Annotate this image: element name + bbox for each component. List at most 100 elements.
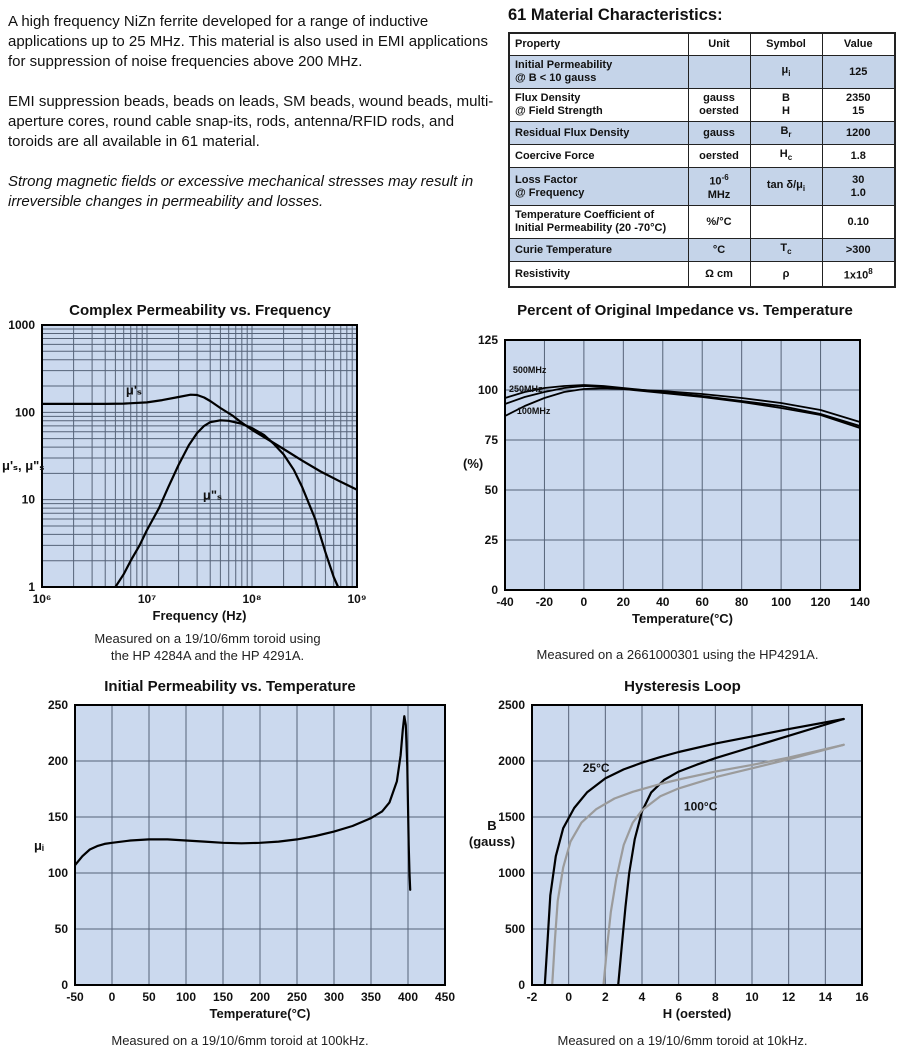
x-tick-label: 14 xyxy=(819,990,833,1004)
plot-area xyxy=(505,340,860,590)
property-cell: Coercive Force xyxy=(508,144,689,169)
property-cell: Residual Flux Density xyxy=(508,120,689,146)
symbol-cell: Tc xyxy=(749,238,823,263)
unit-cell: Ω cm xyxy=(687,261,751,288)
impedance-vs-temperature-chart: 500MHz 250MHz 100MHz -40 -20 0 20 40 60 80 100 120 1… xyxy=(463,333,870,626)
series-500MHz xyxy=(504,384,861,427)
unit-cell: °C xyxy=(687,238,751,263)
plot-frame xyxy=(41,324,358,588)
property-cell: Flux Density @ Field Strength xyxy=(508,88,689,122)
x-tick-label: 20 xyxy=(617,595,631,609)
symbol-cell: tan δ/μi xyxy=(749,167,823,207)
x-tick-label: -2 xyxy=(527,990,538,1004)
curve-label: 250MHz xyxy=(509,384,543,394)
y-tick-label: 150 xyxy=(48,810,68,824)
x-tick-label: 8 xyxy=(712,990,719,1004)
x-tick-label: 6 xyxy=(675,990,682,1004)
chart-caption-impedance-vs-temperature: Measured on a 2661000301 using the HP429… xyxy=(536,647,819,662)
plot-area xyxy=(42,325,357,587)
value-cell: 1200 xyxy=(821,120,896,146)
complex-permeability-chart: μ'ₛ μ"ₛ 10⁶ 10⁷ 10⁸ 10⁹ 1 10 100 1000 Frequency (H… xyxy=(2,320,367,623)
x-tick-label: 10 xyxy=(745,990,759,1004)
x-tick-label: 120 xyxy=(811,595,831,609)
value-cell: >300 xyxy=(821,238,896,263)
unit-cell: oersted xyxy=(687,144,751,169)
x-tick-label: 16 xyxy=(855,990,869,1004)
curve-label: μ'ₛ xyxy=(126,383,142,398)
plot-frame xyxy=(74,704,446,986)
table-row: Flux Density @ Field Strength gauss oersted… xyxy=(508,88,896,122)
unit-cell xyxy=(687,55,751,89)
x-tick-label: 140 xyxy=(850,595,870,609)
y-tick-label: 0 xyxy=(518,978,525,992)
x-tick-label: -20 xyxy=(536,595,554,609)
curve-label: 25°C xyxy=(583,761,610,775)
symbol-cell: μi xyxy=(749,55,823,89)
intro-paragraph-1: A high frequency NiZn ferrite developed … xyxy=(8,13,488,70)
x-axis-label: Temperature(°C) xyxy=(209,1006,310,1021)
x-tick-label: 400 xyxy=(398,990,418,1004)
chart-title-initial-permeability: Initial Permeability vs. Temperature xyxy=(104,678,356,695)
y-axis-label: (%) xyxy=(463,456,483,471)
value-cell: 30 1.0 xyxy=(821,167,896,207)
y-axis-label: μ'ₛ, μ"ₛ xyxy=(2,458,44,473)
y-tick-label: 100 xyxy=(48,866,68,880)
x-tick-label: 100 xyxy=(771,595,791,609)
table-body: Initial Permeability @ B < 10 gauss μi 125 F… xyxy=(508,55,896,288)
x-tick-label: 150 xyxy=(213,990,233,1004)
y-tick-label: 25 xyxy=(485,533,499,547)
unit-cell: gauss xyxy=(687,120,751,146)
y-tick-label: 125 xyxy=(478,333,498,347)
intro-paragraph-2: EMI suppression beads, beads on leads, S… xyxy=(8,93,494,150)
value-cell: 125 xyxy=(821,55,896,89)
symbol-cell: Br xyxy=(749,120,823,146)
property-cell: Resistivity xyxy=(508,261,689,288)
property-cell: Curie Temperature xyxy=(508,238,689,263)
series-μ"ₛ xyxy=(114,419,340,588)
unit-cell: %/°C xyxy=(687,205,751,240)
y-tick-label: 250 xyxy=(48,698,68,712)
plot-frame xyxy=(504,339,861,591)
chart-caption-complex-permeability: Measured on a 19/10/6mm toroid using the… xyxy=(94,631,321,663)
x-tick-label: 50 xyxy=(142,990,156,1004)
y-axis-label: B (gauss) xyxy=(469,818,515,849)
x-tick-label: 250 xyxy=(287,990,307,1004)
y-tick-label: 0 xyxy=(491,583,498,597)
curve-label: μ"ₛ xyxy=(203,488,222,503)
intro-paragraph-3: Strong magnetic fields or excessive mech… xyxy=(8,173,474,210)
plot-area xyxy=(532,705,862,985)
y-tick-label: 0 xyxy=(61,978,68,992)
value-cell: 2350 15 xyxy=(821,88,896,122)
material-characteristics-table: Property Unit Symbol Value Initial Permeabi… xyxy=(508,32,896,288)
y-tick-label: 200 xyxy=(48,754,68,768)
x-tick-label: 10⁷ xyxy=(138,592,156,606)
value-cell: 1x108 xyxy=(821,261,896,288)
chart-title-hysteresis-loop: Hysteresis Loop xyxy=(624,678,741,695)
y-tick-label: 1 xyxy=(28,580,35,594)
y-axis-label: μᵢ xyxy=(34,838,44,853)
symbol-cell: Hc xyxy=(749,144,823,169)
table-row: Initial Permeability @ B < 10 gauss μi 125 xyxy=(508,55,896,89)
y-tick-label: 75 xyxy=(485,433,499,447)
property-cell: Temperature Coefficient of Initial Permea… xyxy=(508,205,689,240)
chart-caption-hysteresis-loop: Measured on a 19/10/6mm toroid at 10kHz. xyxy=(557,1033,808,1048)
table-title: 61 Material Characteristics: xyxy=(508,6,723,24)
x-tick-label: -40 xyxy=(496,595,514,609)
y-tick-label: 2500 xyxy=(498,698,525,712)
unit-cell: 10-6 MHz xyxy=(687,167,751,207)
x-tick-label: -50 xyxy=(66,990,84,1004)
column-header-value: Value xyxy=(821,32,896,56)
x-tick-label: 2 xyxy=(602,990,609,1004)
x-tick-label: 4 xyxy=(639,990,646,1004)
material-characteristics-section: 61 Material Characteristics: Property Uni… xyxy=(508,6,898,288)
value-cell: 1.8 xyxy=(821,144,896,169)
value-cell: 0.10 xyxy=(821,205,896,240)
x-tick-label: 350 xyxy=(361,990,381,1004)
y-tick-label: 50 xyxy=(485,483,499,497)
x-tick-label: 10⁹ xyxy=(347,592,366,606)
y-tick-label: 2000 xyxy=(498,754,525,768)
chart-caption-initial-permeability: Measured on a 19/10/6mm toroid at 100kHz… xyxy=(111,1033,369,1048)
